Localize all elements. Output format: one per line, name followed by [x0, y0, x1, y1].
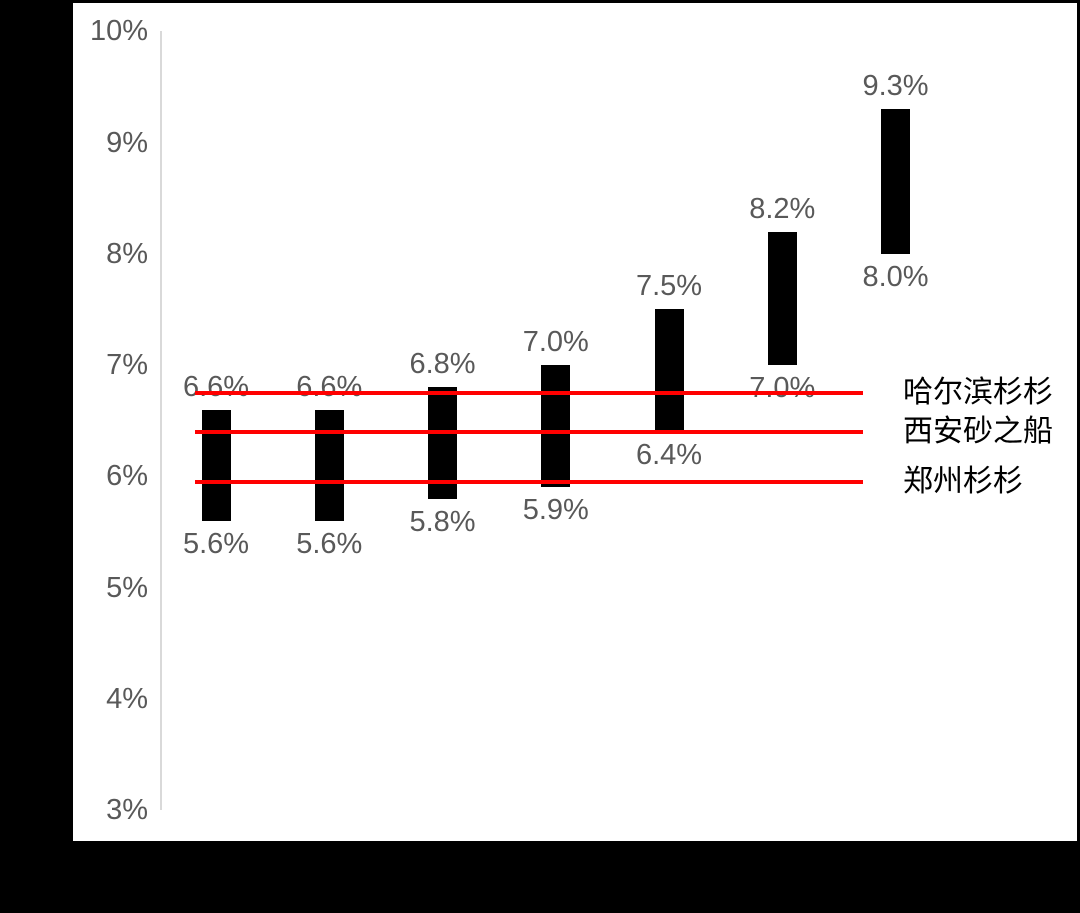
y-tick-label: 10% — [89, 15, 148, 48]
range-bar — [767, 231, 797, 365]
bar-high-label: 9.3% — [862, 70, 929, 103]
bar-high-label: 8.2% — [749, 192, 816, 225]
plot-area: 10% 9% 8% 7% 6% 5% 4% 3% 6.6% 5.6% 6.6% 5.6% 6.8% 5.… — [73, 3, 1077, 841]
bar-low-label: 7.0% — [749, 372, 816, 404]
bar-high-label: 6.8% — [409, 348, 476, 381]
reference-line-label: 郑州杉杉 — [903, 464, 1023, 498]
y-axis-line — [160, 31, 162, 810]
range-bar — [881, 109, 910, 254]
bar-high-label: 7.5% — [635, 270, 703, 303]
y-tick-label: 3% — [106, 794, 148, 826]
bar-high-label: 6.6% — [182, 370, 250, 403]
reference-line — [195, 390, 863, 395]
bar-high-label: 6.6% — [296, 370, 363, 403]
y-tick-label: 9% — [106, 126, 148, 159]
bar-low-label: 5.8% — [409, 505, 476, 538]
range-bar — [314, 409, 344, 521]
reference-line — [195, 479, 863, 484]
bar-low-label: 8.0% — [862, 260, 929, 293]
reference-line — [195, 429, 863, 434]
y-tick-label: 7% — [106, 349, 148, 381]
bar-low-label: 5.6% — [182, 527, 250, 560]
reference-line-label: 西安砂之船 — [903, 414, 1053, 448]
range-bar — [201, 409, 231, 521]
range-bar — [541, 365, 571, 488]
bar-low-label: 5.6% — [296, 527, 363, 560]
y-tick-label: 8% — [106, 237, 148, 270]
bar-high-label: 7.0% — [522, 326, 589, 358]
y-tick-label: 5% — [106, 571, 148, 604]
reference-line-label: 哈尔滨杉杉 — [903, 375, 1053, 409]
y-tick-label: 6% — [106, 460, 148, 493]
bar-low-label: 5.9% — [522, 494, 589, 527]
y-tick-label: 4% — [106, 682, 148, 715]
bar-low-label: 6.4% — [635, 438, 703, 471]
range-bar — [654, 309, 684, 432]
